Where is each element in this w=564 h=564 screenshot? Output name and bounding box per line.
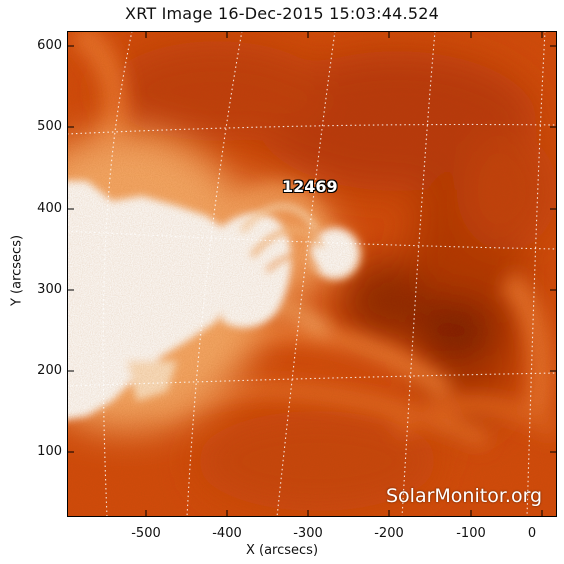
solarmonitor-watermark: SolarMonitor.org bbox=[386, 485, 543, 507]
y-tick-label: 300 bbox=[37, 282, 62, 297]
plot-border bbox=[67, 31, 557, 517]
solar-xray-image bbox=[67, 31, 557, 517]
x-tick-label: -400 bbox=[212, 526, 242, 541]
x-tick-label: -500 bbox=[131, 526, 161, 541]
solar-image-plot bbox=[67, 31, 557, 517]
x-tick-label: -200 bbox=[374, 526, 404, 541]
y-tick-label: 400 bbox=[37, 201, 62, 216]
y-tick-label: 100 bbox=[37, 444, 62, 459]
y-axis-title: Y (arcsecs) bbox=[9, 234, 25, 307]
image-texture bbox=[67, 31, 557, 517]
active-region-number: 12469 bbox=[282, 177, 338, 196]
x-tick-label: 0 bbox=[527, 526, 537, 541]
y-tick-label: 200 bbox=[37, 363, 62, 378]
y-tick-label: 600 bbox=[37, 38, 62, 53]
image-title: XRT Image 16-Dec-2015 15:03:44.524 bbox=[125, 4, 439, 23]
y-tick-label: 500 bbox=[37, 119, 62, 134]
heliographic-grid bbox=[67, 31, 557, 517]
x-tick-label: -100 bbox=[456, 526, 486, 541]
axis-ticks bbox=[67, 31, 557, 517]
x-axis-title: X (arcsecs) bbox=[245, 543, 319, 558]
x-tick-label: -300 bbox=[293, 526, 323, 541]
